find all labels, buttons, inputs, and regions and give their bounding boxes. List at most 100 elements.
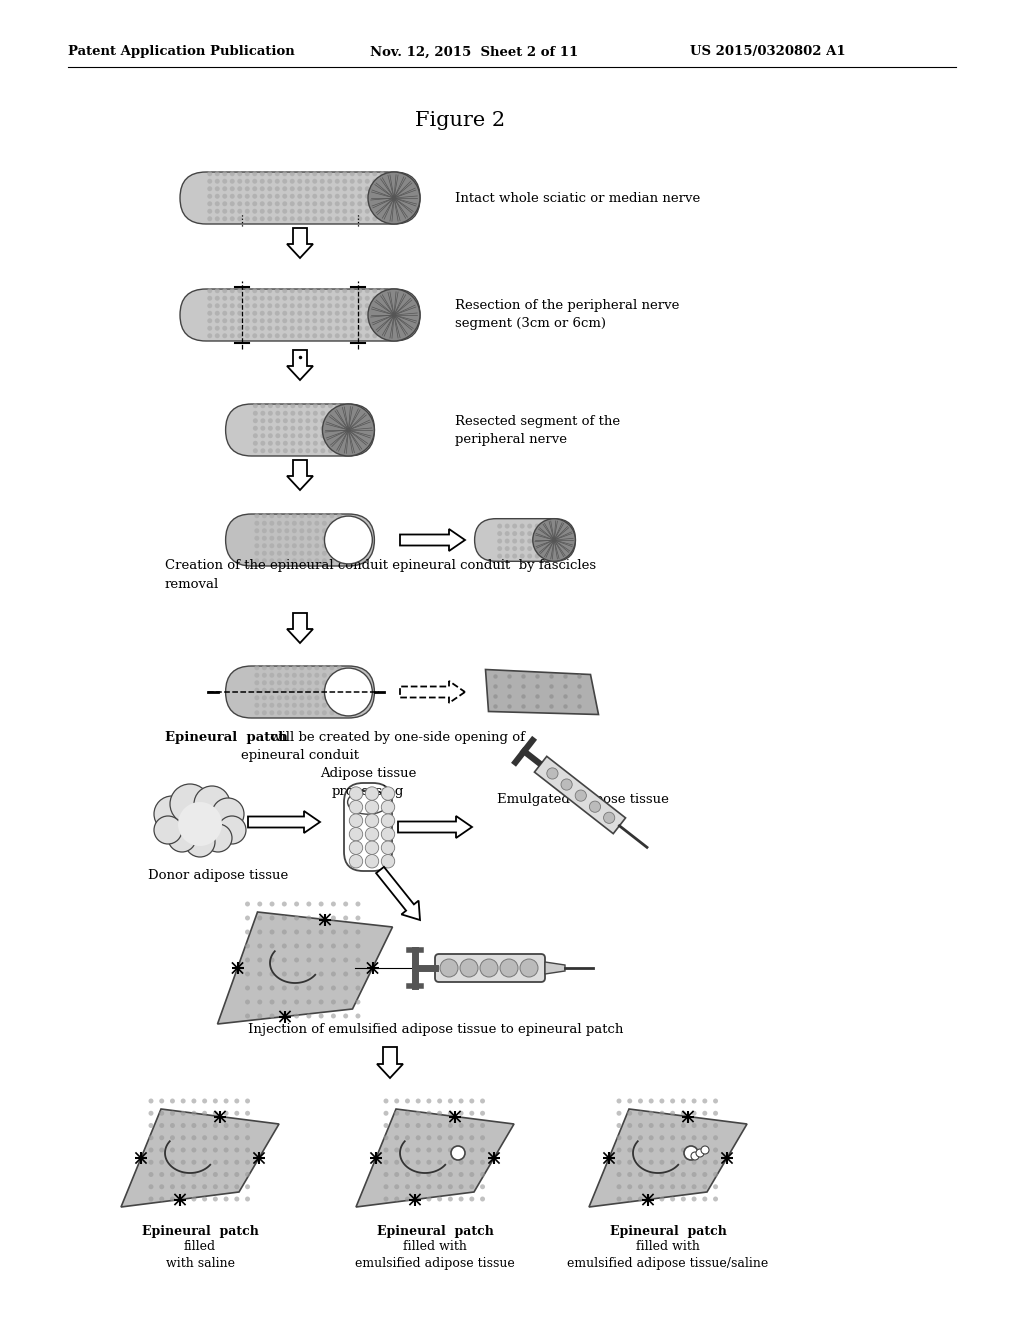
Circle shape	[328, 178, 332, 183]
Circle shape	[238, 296, 243, 301]
Circle shape	[305, 333, 309, 338]
Circle shape	[170, 1196, 175, 1201]
Circle shape	[191, 1123, 197, 1129]
Circle shape	[342, 172, 347, 177]
Circle shape	[262, 710, 267, 715]
Circle shape	[202, 1172, 207, 1177]
Circle shape	[285, 558, 290, 564]
Text: Resected segment of the
peripheral nerve: Resected segment of the peripheral nerve	[455, 414, 621, 446]
Circle shape	[648, 1147, 653, 1152]
Circle shape	[254, 558, 259, 564]
Circle shape	[283, 194, 288, 199]
Circle shape	[321, 403, 326, 408]
Circle shape	[337, 680, 342, 685]
Circle shape	[314, 550, 319, 556]
Circle shape	[222, 194, 227, 199]
Circle shape	[269, 944, 274, 949]
Circle shape	[381, 814, 394, 828]
Circle shape	[215, 216, 220, 222]
Circle shape	[638, 1172, 643, 1177]
Circle shape	[521, 675, 525, 678]
Circle shape	[659, 1110, 665, 1115]
Circle shape	[500, 960, 518, 977]
Circle shape	[343, 441, 348, 446]
Circle shape	[343, 1014, 348, 1019]
Circle shape	[691, 1123, 696, 1129]
Circle shape	[638, 1147, 643, 1152]
Circle shape	[285, 688, 290, 693]
Circle shape	[202, 1098, 207, 1104]
Circle shape	[285, 665, 290, 671]
Circle shape	[202, 1123, 207, 1129]
Circle shape	[276, 710, 282, 715]
Circle shape	[223, 1160, 228, 1164]
FancyArrow shape	[287, 612, 313, 643]
Circle shape	[366, 828, 379, 841]
Circle shape	[322, 513, 327, 519]
Circle shape	[283, 449, 288, 453]
Circle shape	[312, 194, 317, 199]
Circle shape	[648, 1172, 653, 1177]
Circle shape	[505, 524, 510, 528]
Circle shape	[691, 1135, 696, 1140]
Circle shape	[229, 318, 234, 323]
Circle shape	[319, 304, 325, 309]
Circle shape	[380, 186, 385, 191]
Circle shape	[349, 814, 362, 828]
Circle shape	[229, 209, 234, 214]
Circle shape	[170, 1110, 175, 1115]
Circle shape	[213, 1184, 218, 1189]
Circle shape	[307, 536, 312, 541]
Circle shape	[274, 296, 280, 301]
Circle shape	[215, 288, 220, 293]
Text: Epineural  patch: Epineural patch	[165, 731, 288, 744]
Circle shape	[260, 433, 265, 438]
Text: Emulgated adipose tissue: Emulgated adipose tissue	[497, 793, 669, 807]
Circle shape	[215, 296, 220, 301]
Circle shape	[254, 544, 259, 548]
Circle shape	[638, 1160, 643, 1164]
Circle shape	[365, 186, 370, 191]
Circle shape	[447, 1196, 453, 1201]
Circle shape	[283, 326, 288, 331]
Circle shape	[368, 289, 420, 341]
Circle shape	[260, 178, 265, 183]
Circle shape	[318, 916, 324, 920]
Circle shape	[616, 1172, 622, 1177]
Circle shape	[170, 1160, 175, 1164]
Circle shape	[328, 433, 333, 438]
Circle shape	[366, 787, 379, 800]
Circle shape	[319, 296, 325, 301]
Circle shape	[536, 705, 540, 709]
Circle shape	[357, 326, 362, 331]
Circle shape	[628, 1196, 632, 1201]
Circle shape	[342, 310, 347, 315]
Circle shape	[154, 796, 190, 832]
Circle shape	[384, 1135, 388, 1140]
Circle shape	[373, 209, 377, 214]
Circle shape	[469, 1135, 474, 1140]
Circle shape	[290, 201, 295, 206]
FancyArrow shape	[400, 681, 465, 704]
Circle shape	[380, 304, 385, 309]
Circle shape	[267, 172, 272, 177]
Circle shape	[262, 544, 267, 548]
Polygon shape	[589, 1109, 746, 1206]
Circle shape	[380, 296, 385, 301]
Circle shape	[550, 546, 555, 550]
Circle shape	[292, 688, 297, 693]
Circle shape	[384, 1110, 388, 1115]
FancyArrow shape	[287, 228, 313, 257]
Circle shape	[215, 304, 220, 309]
Circle shape	[681, 1135, 686, 1140]
Circle shape	[306, 972, 311, 977]
Circle shape	[330, 544, 335, 548]
Circle shape	[191, 1110, 197, 1115]
Circle shape	[628, 1160, 632, 1164]
Circle shape	[305, 304, 309, 309]
Circle shape	[252, 172, 257, 177]
Circle shape	[234, 1110, 240, 1115]
Text: Injection of emulsified adipose tissue to epineural patch: Injection of emulsified adipose tissue t…	[248, 1023, 624, 1036]
Circle shape	[260, 310, 265, 315]
Circle shape	[319, 194, 325, 199]
